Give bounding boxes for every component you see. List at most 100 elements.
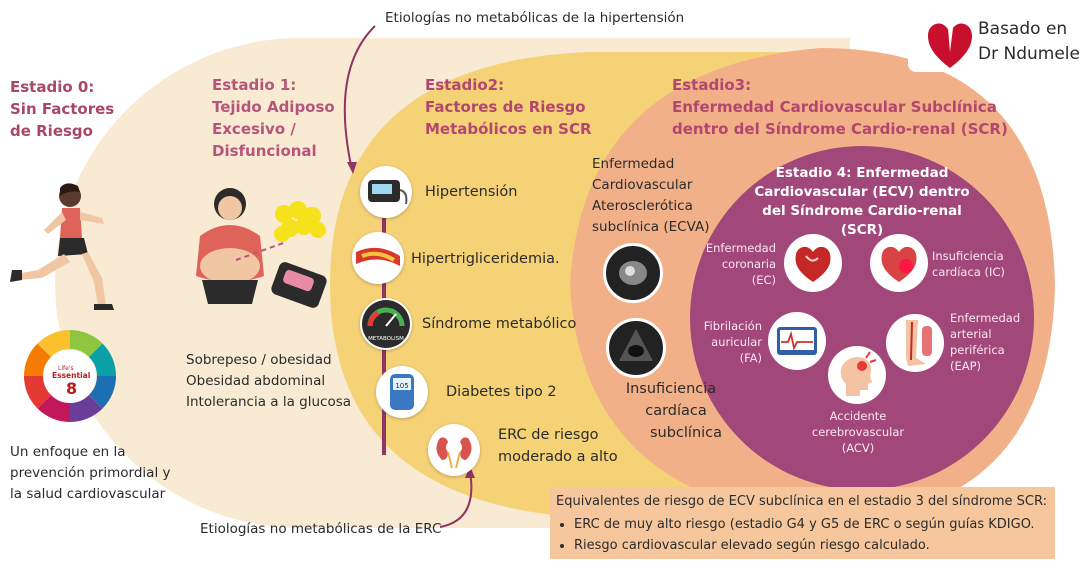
glucose-meter-icon: 105 bbox=[376, 366, 428, 418]
stage4-fa-line: (FA) bbox=[739, 351, 762, 365]
stage3-ecva-line: Aterosclerótica bbox=[592, 198, 693, 214]
stage2-item-ckd-line: ERC de riesgo bbox=[498, 427, 599, 443]
stage3-ecva-line: Enfermedad bbox=[592, 156, 675, 172]
stage1-title-line: Tejido Adiposo bbox=[212, 98, 335, 116]
stage3-ic-label: Insuficiencia cardíaca subclínica bbox=[620, 378, 732, 444]
stage4-title-line: Cardiovascular (ECV) dentro bbox=[754, 184, 970, 200]
stage4-title-line: Estadio 4: Enfermedad bbox=[775, 165, 949, 181]
kidneys-icon bbox=[428, 424, 480, 476]
stage4-fa-line: auricular bbox=[711, 335, 762, 349]
stage2-item-ckd: ERC de riesgo moderado a alto bbox=[498, 424, 618, 468]
stage4-eap-label: Enfermedad arterial periférica (EAP) bbox=[950, 310, 1020, 374]
runner-illustration-icon bbox=[10, 183, 114, 310]
stage4-eap-line: Enfermedad bbox=[950, 311, 1021, 325]
stage0-caption-line: la salud cardiovascular bbox=[10, 486, 166, 502]
stage4-title-line: del Síndrome Cardio-renal (SCR) bbox=[762, 203, 962, 238]
stage2-item-hypertriglyceridemia: Hipertrigliceridemia. bbox=[411, 251, 560, 267]
stage1-item: Sobrepeso / obesidad bbox=[186, 352, 332, 368]
lifes-essential-8-wheel-icon: Life's Essential 8 bbox=[24, 330, 116, 422]
stage2-title: Estadio2: Factores de Riesgo Metabólicos… bbox=[425, 74, 592, 140]
stage4-eap-line: (EAP) bbox=[950, 359, 982, 373]
equivalents-list: ERC de muy alto riesgo (estadio G4 y G5 … bbox=[550, 514, 1055, 556]
source-badge: Basado en Dr Ndumele bbox=[908, 6, 1080, 72]
stage1-title-line: Estadio 1: bbox=[212, 76, 297, 94]
stage3-ic-line: Insuficiencia bbox=[625, 381, 717, 397]
stage4-ec-line: (EC) bbox=[751, 273, 776, 287]
stage3-ecva-line: subclínica (ECVA) bbox=[592, 219, 710, 235]
stage4-acv-label: Accidente cerebrovascular (ACV) bbox=[802, 408, 914, 456]
stage3-title-line: Enfermedad Cardiovascular Subclínica bbox=[672, 98, 997, 116]
stage0-caption: Un enfoque en la prevención primordial y… bbox=[10, 442, 170, 505]
stage4-acv-line: Accidente bbox=[829, 409, 887, 423]
stage2-title-line: Estadio2: bbox=[425, 76, 505, 94]
metabolism-gauge-icon: METABOLISM bbox=[360, 298, 412, 350]
heart-failure-icon bbox=[870, 234, 928, 292]
stage2-title-line: Metabólicos en SCR bbox=[425, 120, 592, 138]
essential-label-2: Essential bbox=[52, 371, 90, 380]
metabolism-label: METABOLISM bbox=[368, 336, 404, 342]
stage4-area bbox=[690, 146, 1034, 490]
ecg-monitor-icon bbox=[768, 312, 826, 370]
artery-plaque-icon bbox=[352, 232, 404, 284]
stage1-item: Intolerancia a la glucosa bbox=[186, 394, 352, 410]
stage4-ic-line: Insuficiencia bbox=[932, 249, 1004, 263]
stage3-ic-line: cardíaca bbox=[645, 403, 707, 419]
coronary-heart-icon bbox=[784, 234, 842, 292]
stage2-item-hypertension: Hipertensión bbox=[425, 184, 518, 200]
subclinical-equivalents-box: Equivalentes de riesgo de ECV subclínica… bbox=[550, 487, 1055, 559]
stage4-eap-line: periférica bbox=[950, 343, 1005, 357]
heart-torch-logo-icon bbox=[928, 14, 972, 68]
stage1-item: Obesidad abdominal bbox=[186, 373, 326, 389]
stage4-fa-label: Fibrilación auricular (FA) bbox=[690, 318, 762, 366]
badge-line1: Basado en bbox=[978, 19, 1068, 39]
stage2-item-diabetes: Diabetes tipo 2 bbox=[446, 384, 557, 400]
stage3-ecva-label: Enfermedad Cardiovascular Aterosclerótic… bbox=[592, 154, 709, 238]
bottom-arrow bbox=[439, 471, 473, 528]
stage1-title-line: Excesivo / bbox=[212, 120, 296, 138]
essential-label-3: 8 bbox=[66, 379, 77, 398]
stage3-ic-line: subclínica bbox=[649, 425, 723, 441]
echocardiogram-icon bbox=[606, 318, 666, 378]
glucose-value: 105 bbox=[395, 382, 408, 390]
stage0-title-line: de Riesgo bbox=[10, 122, 93, 140]
stage0-title-line: Estadio 0: bbox=[10, 78, 95, 96]
stage4-ic-line: cardíaca (IC) bbox=[932, 265, 1005, 279]
blood-pressure-monitor-icon bbox=[360, 166, 412, 218]
overweight-person-illustration-icon bbox=[196, 188, 327, 308]
stage4-ec-line: Enfermedad bbox=[705, 241, 776, 255]
leg-arteries-icon bbox=[886, 314, 944, 372]
stage4-ec-label: Enfermedad coronaria (EC) bbox=[704, 240, 776, 288]
stage4-ec-line: coronaria bbox=[721, 257, 776, 271]
badge-line2: Dr Ndumele bbox=[978, 44, 1080, 64]
bottom-annotation: Etiologías no metabólicas de la ERC bbox=[200, 521, 442, 537]
stage3-title-line: dentro del Síndrome Cardio-renal (SCR) bbox=[672, 120, 1008, 138]
equivalents-heading: Equivalentes de riesgo de ECV subclínica… bbox=[556, 494, 1048, 509]
stage0-caption-line: prevención primordial y bbox=[10, 465, 171, 481]
stage3-title-line: Estadio3: bbox=[672, 76, 752, 94]
stage0-title: Estadio 0: Sin Factores de Riesgo bbox=[10, 76, 114, 142]
top-arrow bbox=[343, 25, 376, 171]
stage0-caption-line: Un enfoque en la bbox=[10, 444, 126, 460]
stage4-fa-line: Fibrilación bbox=[703, 319, 762, 333]
equivalents-item: Riesgo cardiovascular elevado según ries… bbox=[574, 535, 1055, 556]
stage3-ecva-line: Cardiovascular bbox=[592, 177, 693, 193]
stage2-item-metabolic-syndrome: Síndrome metabólico bbox=[422, 316, 577, 332]
stage4-title: Estadio 4: Enfermedad Cardiovascular (EC… bbox=[742, 164, 982, 240]
equivalents-item: ERC de muy alto riesgo (estadio G4 y G5 … bbox=[574, 514, 1055, 535]
stage4-ic-label: Insuficiencia cardíaca (IC) bbox=[932, 248, 1005, 280]
stage1-title-line: Disfuncional bbox=[212, 142, 317, 160]
stage0-title-line: Sin Factores bbox=[10, 100, 115, 118]
coronary-ct-scan-icon bbox=[603, 243, 663, 303]
stage2-title-line: Factores de Riesgo bbox=[425, 98, 586, 116]
stage4-acv-line: (ACV) bbox=[841, 441, 875, 455]
stage1-items: Sobrepeso / obesidad Obesidad abdominal … bbox=[186, 350, 351, 413]
stage1-title: Estadio 1: Tejido Adiposo Excesivo / Dis… bbox=[212, 74, 335, 162]
essential-label-1: Life's bbox=[58, 365, 74, 372]
stage4-acv-line: cerebrovascular bbox=[811, 425, 905, 439]
stage4-eap-line: arterial bbox=[950, 327, 992, 341]
stage3-title: Estadio3: Enfermedad Cardiovascular Subc… bbox=[672, 74, 1008, 140]
stage2-item-ckd-line: moderado a alto bbox=[498, 449, 618, 465]
top-annotation: Etiologías no metabólicas de la hiperten… bbox=[385, 10, 685, 26]
stroke-head-icon bbox=[828, 346, 886, 404]
